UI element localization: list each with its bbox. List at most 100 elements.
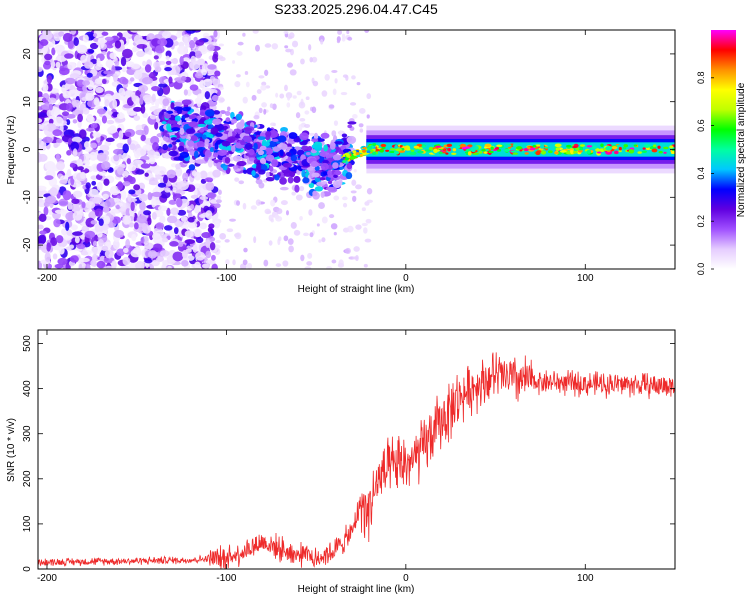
heatmap-cell bbox=[221, 140, 231, 147]
heatmap-cell bbox=[101, 115, 108, 124]
heatmap-cell bbox=[395, 148, 402, 152]
heatmap-cell bbox=[268, 140, 277, 148]
heatmap-cell bbox=[77, 166, 84, 171]
snr-y-ticks: 0 100 200 300 400 500 bbox=[22, 335, 675, 572]
heatmap-cell bbox=[291, 191, 296, 196]
heatmap-cell bbox=[287, 95, 291, 101]
heatmap-cell bbox=[222, 165, 228, 171]
heatmap-cell bbox=[107, 167, 114, 173]
heatmap-cell bbox=[246, 262, 253, 269]
heatmap-cell bbox=[342, 202, 348, 208]
heatmap-cell bbox=[280, 200, 288, 206]
heatmap-cell bbox=[276, 208, 283, 215]
heatmap-cell bbox=[229, 156, 234, 162]
heatmap-cell bbox=[168, 76, 173, 84]
heatmap-cell bbox=[417, 150, 424, 154]
heatmap-cell bbox=[186, 89, 192, 97]
heatmap-cell bbox=[122, 143, 129, 154]
heatmap-cell bbox=[327, 186, 338, 193]
heatmap-cell bbox=[642, 147, 646, 150]
heatmap-cell bbox=[85, 201, 96, 209]
y-tick-label: 300 bbox=[22, 425, 33, 442]
chart-title: S233.2025.296.04.47.C45 bbox=[274, 1, 438, 17]
heatmap-cell bbox=[212, 53, 219, 63]
heatmap-cell bbox=[285, 210, 289, 216]
heatmap-cell bbox=[265, 154, 275, 162]
heatmap-cell bbox=[512, 143, 518, 147]
heatmap-cell bbox=[185, 30, 196, 34]
heatmap-cell bbox=[199, 196, 209, 201]
heatmap-cell bbox=[305, 151, 311, 156]
heatmap-cell bbox=[355, 184, 362, 190]
heatmap-cell bbox=[298, 101, 306, 109]
heatmap-cell bbox=[71, 203, 81, 213]
heatmap-cell bbox=[195, 50, 202, 59]
heatmap-cell bbox=[365, 218, 372, 224]
heatmap-cell bbox=[611, 146, 618, 150]
heatmap-cell bbox=[346, 135, 357, 144]
heatmap-cell bbox=[314, 186, 324, 192]
heatmap-cell bbox=[78, 257, 90, 263]
heatmap-cell bbox=[217, 149, 228, 156]
heatmap-cell bbox=[232, 165, 238, 170]
heatmap-cell bbox=[232, 155, 242, 162]
heatmap-cell bbox=[236, 51, 243, 56]
heatmap-cell bbox=[351, 179, 357, 186]
heatmap-cell bbox=[168, 150, 179, 157]
x-tick-label: -100 bbox=[216, 273, 236, 284]
heatmap-cell bbox=[290, 221, 297, 229]
y-tick-label: 200 bbox=[22, 470, 33, 487]
heatmap-cell bbox=[102, 205, 110, 213]
heatmap-cell bbox=[102, 78, 107, 84]
heatmap-cell bbox=[176, 197, 183, 208]
heatmap-cell bbox=[80, 171, 86, 179]
heatmap-cell bbox=[173, 227, 179, 235]
heatmap-cell bbox=[199, 128, 205, 133]
heatmap-cell bbox=[304, 266, 312, 269]
heatmap-cell bbox=[296, 90, 302, 96]
heatmap-cell bbox=[242, 127, 253, 132]
heatmap-cell bbox=[104, 39, 115, 49]
heatmap-cell bbox=[605, 145, 613, 151]
heatmap-cell bbox=[520, 150, 526, 155]
heatmap-cell bbox=[266, 210, 272, 214]
heatmap-cell bbox=[340, 91, 348, 96]
heatmap-cell bbox=[122, 256, 131, 266]
snr-panel: -200 -100 0 100 0 100 200 300 400 500 Height of … bbox=[6, 329, 676, 595]
heatmap-cell bbox=[209, 242, 216, 251]
heatmap-cell bbox=[204, 91, 211, 100]
heatmap-cell bbox=[301, 169, 306, 178]
heatmap-cell bbox=[230, 111, 235, 119]
heatmap-cell bbox=[104, 99, 110, 107]
heatmap-cell bbox=[205, 259, 216, 265]
heatmap-cell bbox=[140, 163, 151, 169]
heatmap-cell bbox=[190, 135, 198, 142]
heatmap-cell bbox=[192, 244, 198, 253]
heatmap-cell bbox=[131, 63, 141, 70]
heatmap-cell bbox=[71, 198, 80, 205]
heatmap-cell bbox=[86, 115, 95, 124]
heatmap-cell bbox=[142, 112, 149, 118]
heatmap-cell bbox=[119, 95, 126, 101]
heatmap-cell bbox=[129, 77, 135, 82]
heatmap-cell bbox=[320, 191, 325, 198]
heatmap-cell bbox=[663, 146, 669, 150]
heatmap-cell bbox=[554, 151, 559, 155]
heatmap-cell bbox=[495, 146, 500, 150]
heatmap-cell bbox=[157, 38, 168, 47]
heatmap-cell bbox=[269, 165, 274, 172]
heatmap-cell bbox=[670, 150, 675, 155]
heatmap-cell bbox=[199, 112, 205, 116]
heatmap-cell bbox=[132, 46, 138, 53]
heatmap-cell bbox=[311, 56, 318, 63]
heatmap-cell bbox=[333, 231, 337, 236]
heatmap-cell bbox=[313, 144, 323, 152]
heatmap-cell bbox=[284, 84, 288, 92]
heatmap-cell bbox=[76, 158, 83, 167]
heatmap-cell bbox=[169, 241, 179, 247]
heatmap-cell bbox=[109, 185, 121, 196]
heatmap-cell bbox=[128, 263, 136, 269]
heatmap-cell bbox=[311, 138, 319, 143]
heatmap-cell bbox=[151, 85, 161, 92]
heatmap-cell bbox=[474, 146, 479, 150]
